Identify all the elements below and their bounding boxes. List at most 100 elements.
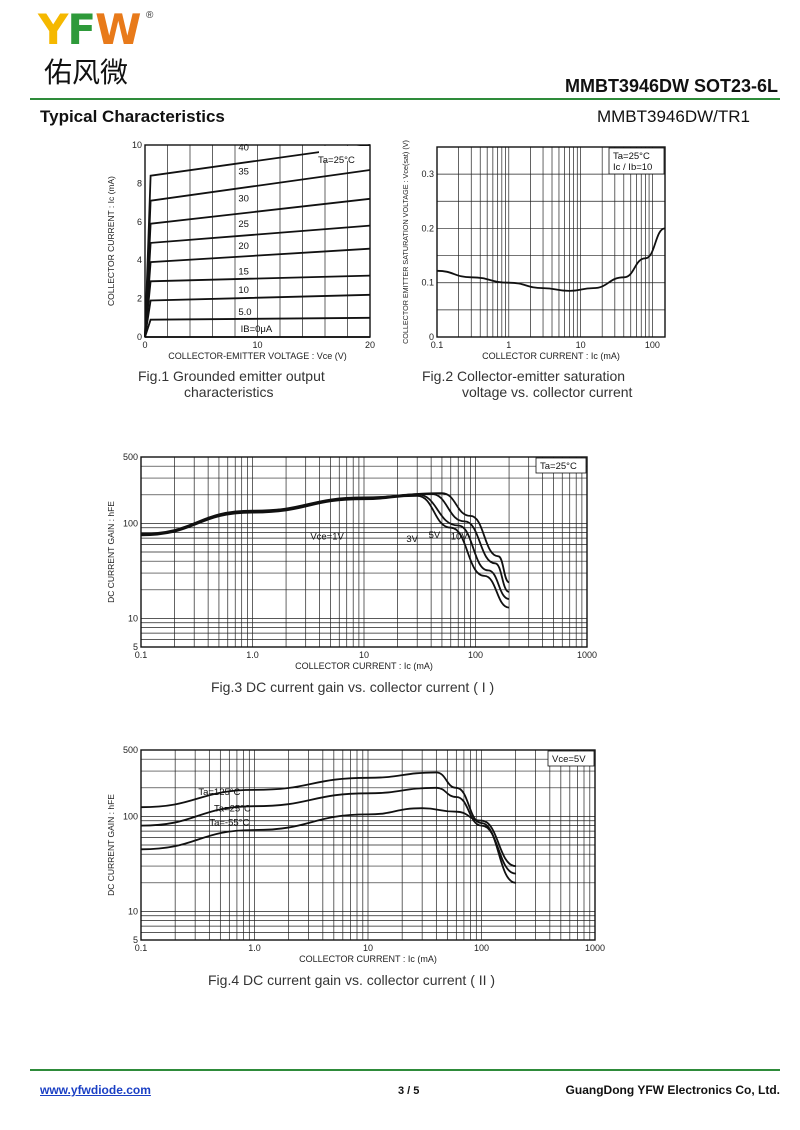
fig1-caption-line1: Fig.1 Grounded emitter output (138, 368, 325, 384)
y-tick-label: 8 (137, 178, 142, 188)
y-axis-label: COLLECTOR EMITTER SATURATION VOLTAGE : V… (401, 140, 410, 344)
series-line-3 (140, 492, 510, 584)
x-axis-label: COLLECTOR CURRENT : Ic (mA) (299, 954, 437, 964)
annotation-text: Ta=25°C (613, 151, 650, 162)
y-tick-label: 500 (123, 452, 138, 462)
part-title: MMBT3946DW SOT23-6L (564, 76, 778, 96)
y-tick-label: 0.3 (421, 169, 434, 179)
series-label: 5V (429, 530, 441, 541)
x-axis-label: COLLECTOR-EMITTER VOLTAGE : Vce (V) (168, 351, 347, 361)
x-tick-label: 1.0 (248, 943, 261, 953)
y-tick-label: 100 (123, 811, 138, 821)
fig1-caption: Fig.1 Grounded emitter output characteri… (138, 368, 325, 400)
x-tick-label: 1000 (577, 650, 597, 660)
logo-letter-f: F (67, 5, 96, 54)
y-tick-label: 4 (137, 255, 142, 265)
series-label: 40 (238, 143, 249, 154)
y-tick-label: 5 (133, 642, 138, 652)
series-label: 10 (238, 285, 249, 296)
series-line-1 (140, 786, 516, 875)
section-title: Typical Characteristics (40, 107, 225, 126)
series-label: IB=0μA (241, 324, 273, 335)
annotation-text: Vce=5V (552, 754, 586, 765)
fig2-caption-line2: voltage vs. collector current (462, 384, 633, 400)
series-line-1 (144, 316, 371, 338)
x-tick-label: 100 (468, 650, 483, 660)
x-tick-label: 0.1 (431, 340, 444, 350)
fig4-caption: Fig.4 DC current gain vs. collector curr… (208, 972, 496, 988)
y-tick-label: 0.2 (421, 223, 434, 233)
annotation-text: Ta=25°C (318, 155, 355, 166)
x-tick-label: 1.0 (246, 650, 259, 660)
x-tick-label: 100 (474, 943, 489, 953)
series-label: 3V (406, 534, 418, 545)
series-label: 35 (238, 166, 249, 177)
plot-frame (140, 749, 596, 941)
series-line-0 (436, 227, 666, 292)
series-line-2 (140, 807, 516, 867)
y-tick-label: 0.1 (421, 278, 434, 288)
y-axis-label: COLLECTOR CURRENT : Ic (mA) (106, 176, 116, 306)
annotation-text: Ic / Ib=10 (613, 162, 652, 173)
series-label: Ta=125°C (198, 787, 240, 798)
website-link[interactable]: www.yfwdiode.com (40, 1083, 151, 1097)
series-label: Vce=1V (310, 531, 344, 542)
series-line-0 (140, 771, 516, 884)
y-axis-label: DC CURRENT GAIN : hFE (106, 794, 116, 896)
annotation-box (608, 147, 665, 175)
x-tick-label: 10 (363, 943, 373, 953)
y-tick-label: 6 (137, 217, 142, 227)
series-line-1 (140, 493, 510, 600)
annotation-text: Ta=25°C (540, 461, 577, 472)
fig1-caption-line2: characteristics (184, 384, 274, 400)
plot-frame (140, 456, 588, 648)
x-tick-label: 10 (576, 340, 586, 350)
logo-letter-w: W (95, 5, 141, 54)
fig3-caption: Fig.3 DC current gain vs. collector curr… (211, 679, 495, 695)
x-axis-label: COLLECTOR CURRENT : Ic (mA) (482, 351, 620, 361)
footer-rule (30, 1069, 780, 1071)
y-tick-label: 0 (429, 332, 434, 342)
y-axis-label: DC CURRENT GAIN : hFE (106, 501, 116, 603)
y-tick-label: 2 (137, 294, 142, 304)
fig4-chart: 0.1 1.0 10 100 1000 5 10 100 500 COLLECTOR CURREN… (106, 745, 605, 964)
series-line-2 (140, 492, 510, 593)
y-tick-label: 5 (133, 935, 138, 945)
y-tick-label: 0 (137, 332, 142, 342)
series-label: Ta=-55°C (209, 818, 249, 829)
series-label: Ta=25°C (214, 803, 251, 814)
logo-letters: YFW (38, 5, 141, 54)
x-tick-label: 100 (645, 340, 660, 350)
fig3-chart: 0.1 1.0 10 100 1000 5 10 100 500 COLLECTOR CURREN… (106, 452, 597, 671)
page-number: 3 / 5 (398, 1085, 420, 1097)
series-label: 15 (238, 267, 249, 278)
series-label: 30 (238, 194, 249, 205)
logo-letter-y: Y (38, 5, 68, 54)
x-tick-label: 0.1 (135, 650, 148, 660)
series-label: 20 (238, 241, 249, 252)
header-rule (30, 98, 780, 100)
x-tick-label: 10 (252, 340, 262, 350)
fig2-caption: Fig.2 Collector-emitter saturation volta… (422, 368, 632, 400)
y-tick-label: 10 (132, 140, 142, 150)
y-tick-label: 500 (123, 745, 138, 755)
section-part-number: MMBT3946DW/TR1 (596, 107, 750, 126)
y-tick-label: 10 (128, 906, 138, 916)
x-tick-label: 0.1 (135, 943, 148, 953)
series-line-8 (144, 144, 371, 338)
x-tick-label: 20 (365, 340, 375, 350)
series-label: 10V (451, 531, 469, 542)
x-tick-label: 0 (142, 340, 147, 350)
y-tick-label: 10 (128, 613, 138, 623)
registered-mark: ® (146, 10, 154, 21)
annotation-box (535, 457, 587, 474)
logo-chinese-name: 佑风微 (44, 56, 129, 89)
company-name: GuangDong YFW Electronics Co, Ltd. (565, 1083, 780, 1097)
y-tick-label: 100 (123, 518, 138, 528)
series-label: 5.0 (238, 307, 251, 318)
annotation-box (547, 750, 595, 767)
x-axis-label: COLLECTOR CURRENT : Ic (mA) (295, 661, 433, 671)
x-tick-label: 10 (359, 650, 369, 660)
